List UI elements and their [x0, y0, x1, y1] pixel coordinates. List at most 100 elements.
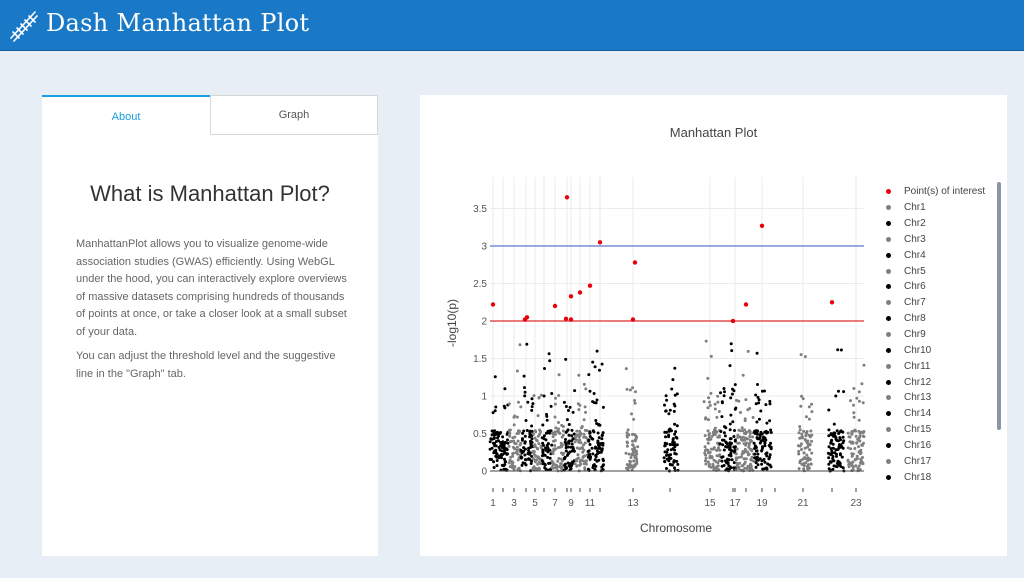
snp-point [587, 438, 591, 442]
legend-item[interactable]: Chr17 [882, 453, 997, 469]
legend-item[interactable]: Chr13 [882, 390, 997, 406]
snp-point [722, 387, 726, 390]
point-of-interest[interactable] [563, 316, 569, 321]
about-paragraph: ManhattanPlot allows you to visualize ge… [76, 238, 347, 338]
point-of-interest[interactable] [568, 317, 574, 322]
point-of-interest[interactable] [597, 240, 603, 245]
legend-item[interactable]: Chr10 [882, 342, 997, 358]
snp-point [835, 429, 839, 433]
legend-item[interactable]: Chr15 [882, 422, 997, 438]
snp-point [596, 431, 600, 435]
snp-point [631, 450, 635, 454]
legend-item[interactable]: Chr3 [882, 232, 997, 248]
snp-point [569, 445, 573, 449]
legend-item[interactable]: Point(s) of interest [882, 184, 997, 200]
legend-label: Chr14 [904, 408, 932, 420]
snp-point [754, 402, 758, 406]
snp-point [807, 433, 811, 437]
tab-about[interactable]: About [42, 95, 210, 135]
snp-point [506, 438, 509, 442]
snp-point [722, 431, 726, 435]
snp-point [528, 435, 532, 439]
legend-item[interactable]: Chr5 [882, 263, 997, 279]
legend-item[interactable]: Chr12 [882, 374, 997, 390]
snp-point [675, 443, 679, 447]
snp-point [511, 461, 515, 465]
legend-scrollbar[interactable] [997, 182, 1001, 430]
legend-item[interactable]: Chr11 [882, 358, 997, 374]
snp-point [561, 429, 565, 433]
snp-point [841, 446, 845, 450]
legend-item[interactable]: Chr7 [882, 295, 997, 311]
snp-point [846, 459, 850, 463]
point-of-interest[interactable] [577, 290, 583, 295]
legend-item[interactable]: Chr14 [882, 406, 997, 422]
snp-point [862, 363, 866, 367]
snp-point [550, 431, 554, 435]
snp-point [564, 449, 568, 453]
x-tick-label: 3 [511, 498, 517, 509]
snp-point [862, 441, 865, 445]
snp-point [854, 434, 858, 438]
snp-point [536, 462, 540, 466]
snp-point [862, 435, 866, 439]
snp-point [557, 427, 560, 431]
snp-point [834, 436, 838, 440]
snp-point [803, 456, 807, 460]
snp-point [798, 428, 802, 432]
point-of-interest[interactable] [630, 317, 636, 322]
snp-point [593, 365, 597, 369]
point-of-interest[interactable] [552, 303, 558, 309]
snp-point [852, 415, 856, 419]
legend-marker [886, 252, 891, 258]
snp-point [800, 432, 804, 436]
snp-point [735, 447, 739, 451]
snp-point [673, 452, 677, 455]
point-of-interest[interactable] [587, 283, 593, 288]
point-of-interest[interactable] [490, 302, 496, 307]
legend-item[interactable]: Chr16 [882, 438, 997, 454]
snp-point [799, 458, 803, 462]
snp-point [756, 463, 760, 467]
point-of-interest[interactable] [730, 318, 736, 324]
point-of-interest[interactable] [568, 294, 574, 299]
legend-item[interactable]: Chr18 [882, 469, 997, 485]
snp-point [711, 430, 715, 434]
legend-label: Chr15 [904, 424, 932, 436]
point-of-interest[interactable] [632, 260, 638, 265]
snp-point [570, 449, 574, 453]
snp-point [746, 349, 750, 353]
snp-point [744, 443, 748, 447]
snp-point [669, 448, 673, 452]
snp-point [673, 445, 677, 449]
legend-item[interactable]: Chr2 [882, 216, 997, 232]
snp-point [634, 390, 637, 394]
legend[interactable]: Point(s) of interest Chr1 Chr2 Chr3 Chr4 Chr5… [882, 184, 997, 485]
manhattan-plot[interactable]: 00.511.522.533.51 3 5 7 9 11 13 15 17 19 21 23Chrom… [420, 95, 1007, 556]
snp-point [734, 452, 738, 456]
snp-point [710, 456, 714, 460]
legend-item[interactable]: Chr6 [882, 279, 997, 295]
snp-point [625, 463, 629, 467]
snp-point [627, 452, 631, 456]
legend-item[interactable]: Chr9 [882, 327, 997, 343]
snp-point [748, 441, 752, 445]
snp-point [853, 447, 857, 450]
legend-item[interactable]: Chr4 [882, 247, 997, 263]
snp-point [583, 466, 587, 470]
point-of-interest[interactable] [743, 302, 749, 307]
point-of-interest[interactable] [564, 195, 570, 200]
snp-point [743, 431, 746, 435]
point-of-interest[interactable] [524, 315, 530, 320]
snp-point [577, 435, 581, 439]
snp-point [547, 352, 551, 356]
tab-graph[interactable]: Graph [210, 95, 378, 135]
legend-item[interactable]: Chr1 [882, 200, 997, 216]
point-of-interest[interactable] [829, 300, 835, 305]
x-tick-label: 7 [552, 498, 558, 509]
point-of-interest[interactable] [759, 223, 765, 228]
snp-point [550, 392, 554, 395]
snp-point [802, 463, 806, 467]
snp-point [736, 436, 740, 439]
legend-item[interactable]: Chr8 [882, 311, 997, 327]
